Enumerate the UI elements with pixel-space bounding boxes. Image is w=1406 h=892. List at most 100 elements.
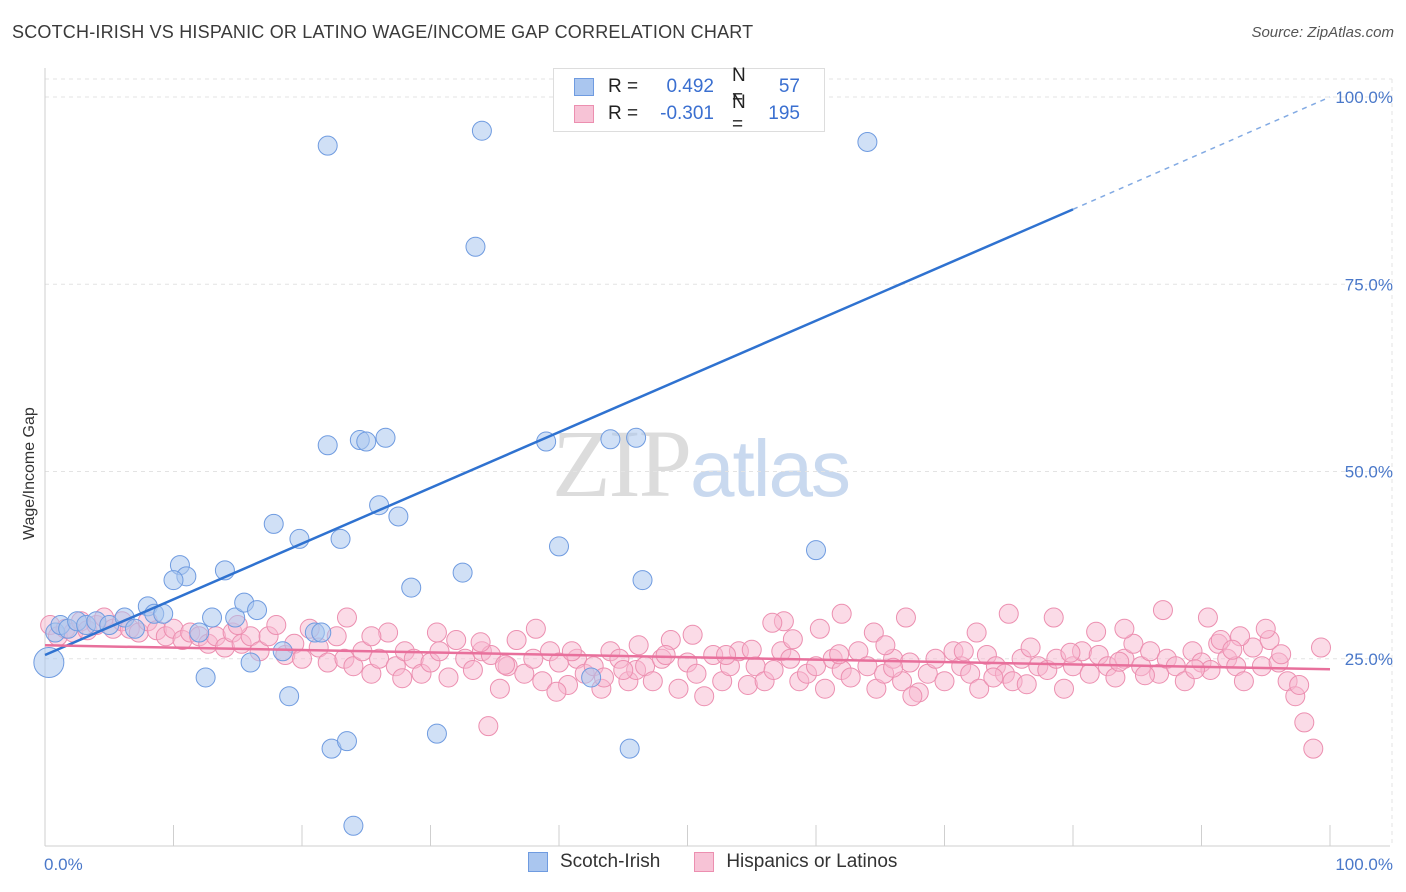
hispanic-point (1294, 712, 1315, 733)
scotch-irish-point (189, 622, 210, 643)
hispanic-point (716, 645, 737, 666)
scotch-irish-point (202, 607, 223, 628)
y-tick-label: 50.0% (1345, 463, 1393, 482)
hispanic-point (1242, 637, 1263, 658)
scotch-irish-point (263, 513, 284, 534)
scotch-irish-trend-line (44, 208, 1074, 657)
scotch-irish-point (336, 731, 357, 752)
hispanic-point (1054, 678, 1075, 699)
scotch-irish-point (452, 562, 473, 583)
x-tick-label: 0.0% (44, 855, 83, 874)
hispanic-point (426, 622, 447, 643)
scotch-irish-point (375, 427, 396, 448)
hispanic-point (1311, 637, 1332, 658)
scotch-irish-point (549, 536, 569, 557)
legend-n-label: N = (732, 92, 746, 135)
legend-row-hispanic: R = -0.301 N = 195 (574, 92, 800, 135)
scotch-irish-point (317, 435, 338, 456)
hispanic-point (1271, 644, 1292, 665)
hispanic-point (478, 716, 499, 737)
hispanic-point (998, 603, 1019, 624)
scotch-irish-point (426, 723, 447, 744)
hispanic-point (840, 667, 861, 688)
scotch-irish-point (33, 646, 65, 678)
scotch-irish-point (857, 131, 878, 152)
scotch-irish-point (163, 570, 184, 591)
scotch-irish-point (225, 607, 246, 628)
hispanic-point (1197, 607, 1218, 628)
hispanic-point (809, 618, 830, 639)
hispanic-point (741, 639, 762, 660)
scotch-irish-point (247, 600, 268, 621)
scotch-irish-trend-extension (1072, 96, 1331, 211)
hispanic-point (561, 641, 582, 662)
source-label: Source: ZipAtlas.com (1251, 24, 1394, 41)
hispanic-point (613, 659, 634, 680)
hispanic-point (495, 654, 516, 675)
hispanic-point (966, 622, 987, 643)
legend-label-scotch-irish: Scotch-Irish (560, 851, 661, 872)
hispanic-point (1152, 600, 1173, 621)
hispanic-point (969, 678, 990, 699)
axes (44, 68, 1390, 847)
hispanic-point (1043, 607, 1064, 628)
scotch-irish-point (471, 120, 492, 141)
hispanic-point (532, 671, 553, 692)
hispanic-point (1134, 665, 1155, 686)
hispanic-point (336, 607, 357, 628)
scotch-irish-point (581, 667, 602, 688)
series-legend: Scotch-Irish Hispanics or Latinos (528, 851, 931, 873)
y-axis-label: Wage/Income Gap (21, 407, 38, 540)
hispanic-point (392, 668, 413, 689)
hispanic-point (668, 678, 689, 699)
hispanic-point (1289, 674, 1310, 695)
hispanic-point (1060, 642, 1081, 663)
hispanic-point (983, 667, 1004, 688)
hispanic-point (1109, 651, 1130, 672)
y-tick-label: 100.0% (1335, 88, 1393, 107)
hispanic-point (1114, 618, 1135, 639)
scotch-irish-point (311, 622, 332, 643)
hispanic-point (343, 656, 364, 677)
legend-swatch-blue (574, 78, 594, 96)
hispanic-point (546, 681, 567, 702)
hispanic-point (814, 678, 835, 699)
hispanic-point (762, 612, 783, 633)
legend-r-label: R = (608, 103, 639, 124)
watermark: ZIPatlas (552, 408, 851, 519)
hispanic-point (514, 663, 535, 684)
hispanic-point (1222, 639, 1243, 660)
scotch-irish-point (619, 738, 640, 759)
hispanic-point (655, 645, 676, 666)
legend-item-hispanic[interactable]: Hispanics or Latinos (694, 851, 897, 873)
scotch-irish-point (806, 540, 826, 561)
legend-item-scotch-irish[interactable]: Scotch-Irish (528, 851, 660, 873)
y-tick-label: 25.0% (1345, 650, 1393, 669)
legend-n-value: 57 (778, 76, 800, 97)
scotch-irish-point (343, 815, 364, 836)
legend-row-scotch-irish: R = 0.492 N = 57 (574, 65, 800, 108)
scotch-irish-point (317, 135, 338, 156)
hispanic-point (1233, 671, 1254, 692)
scotch-irish-point (632, 570, 653, 591)
scotch-irish-point (388, 506, 409, 527)
scotch-irish-point (195, 667, 216, 688)
hispanic-point (438, 667, 459, 688)
hispanic-point (883, 657, 904, 678)
legend-r-value: 0.492 (666, 76, 714, 97)
scotch-irish-point (401, 577, 422, 598)
scotch-irish-point (330, 528, 351, 549)
hispanic-point (1255, 618, 1276, 639)
scotch-irish-point (240, 652, 261, 673)
hispanic-point (763, 659, 784, 680)
scotch-irish-point (356, 431, 377, 452)
watermark-atlas: atlas (690, 424, 851, 513)
hispanic-point (1123, 633, 1144, 654)
hispanic-point (317, 652, 338, 673)
grid-lines (45, 78, 1393, 846)
hispanic-point (506, 630, 527, 651)
hispanic-point (875, 635, 896, 656)
scotch-irish-point (124, 618, 145, 639)
hispanic-point (1303, 738, 1324, 759)
